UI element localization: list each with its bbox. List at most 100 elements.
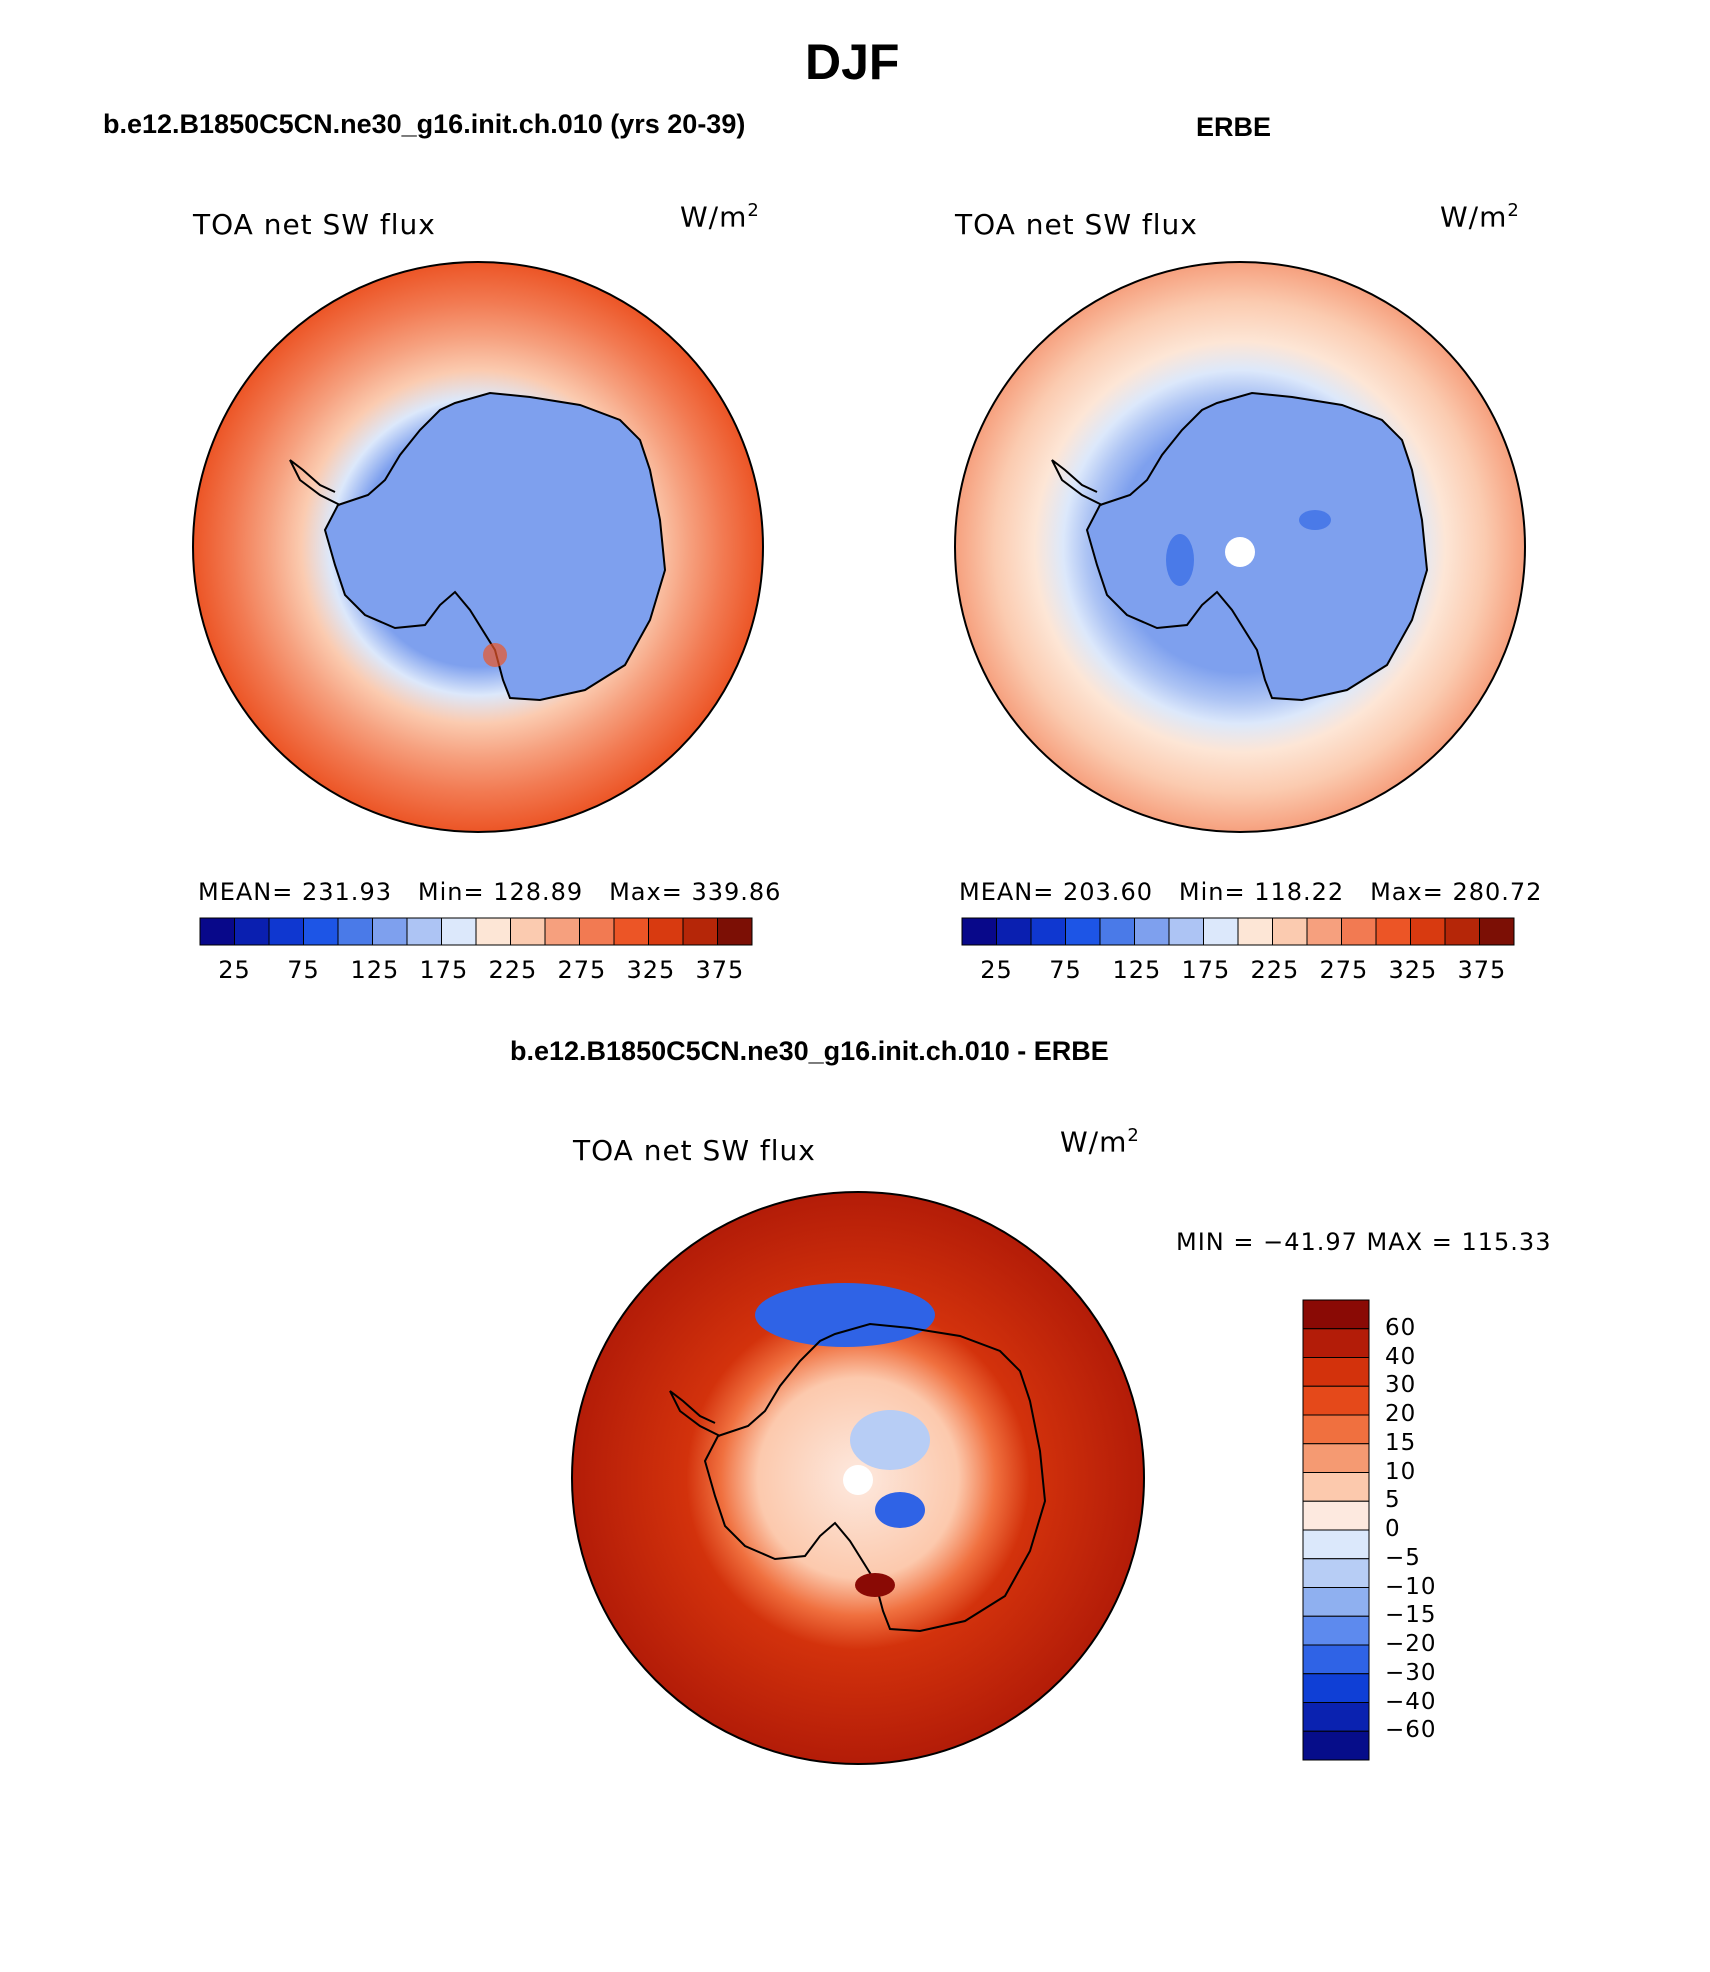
colorbar-swatch: [1237, 917, 1273, 946]
colorbar-swatch: [1302, 1385, 1370, 1416]
colorbar-swatch: [406, 917, 442, 946]
obs-polar-map: [954, 261, 1526, 833]
colorbar-swatch: [510, 917, 546, 946]
colorbar-tick-label: −20: [1385, 1631, 1437, 1657]
model-units-label: W/m2: [680, 200, 760, 233]
min-label: Min=: [417, 878, 485, 906]
colorbar-swatch: [475, 917, 511, 946]
negative-anomaly: [850, 1410, 930, 1470]
model-polar-map: [192, 261, 764, 833]
obs-variable-label: TOA net SW flux: [955, 208, 1198, 241]
page-title: DJF: [805, 34, 900, 90]
colorbar-swatch: [372, 917, 408, 946]
colorbar-swatch: [1099, 917, 1135, 946]
colorbar-swatch: [1306, 917, 1342, 946]
colorbar-swatch: [268, 917, 304, 946]
model-stats: MEAN= 231.93 Min= 128.89 Max= 339.86: [198, 878, 781, 906]
colorbar-swatch: [1168, 917, 1204, 946]
max-value: 339.86: [691, 878, 782, 906]
colorbar-tick-label: −30: [1385, 1659, 1437, 1686]
min-value: 118.22: [1254, 878, 1345, 906]
max-value: 280.72: [1452, 878, 1543, 906]
colorbar-tick-label: 5: [1385, 1487, 1401, 1514]
mean-value: 231.93: [302, 878, 392, 906]
diff-minmax: MIN = −41.97 MAX = 115.33: [1176, 1228, 1552, 1256]
colorbar-swatch: [1302, 1472, 1370, 1502]
obs-colorbar: [961, 917, 1515, 946]
obs-units-label: W/m2: [1440, 200, 1520, 233]
max-label: Max=: [609, 878, 683, 906]
colorbar-tick-label: −40: [1385, 1688, 1437, 1715]
colorbar-tick-label: 175: [419, 956, 469, 984]
colorbar-swatch: [234, 917, 270, 946]
colorbar-swatch: [1302, 1673, 1370, 1703]
pole-hole: [843, 1465, 873, 1495]
colorbar-swatch: [1302, 1587, 1370, 1617]
colorbar-swatch: [1302, 1328, 1370, 1358]
colorbar-tick-label: 30: [1385, 1372, 1417, 1399]
colorbar-tick-label: 20: [1385, 1401, 1417, 1427]
diff-variable-label: TOA net SW flux: [573, 1134, 816, 1167]
colorbar-tick-label: 75: [1049, 956, 1082, 984]
colorbar-swatch: [1302, 1443, 1370, 1473]
colorbar-swatch: [579, 917, 615, 946]
antarctic-peninsula: [669, 1390, 721, 1437]
model-case-title: b.e12.B1850C5CN.ne30_g16.init.ch.010 (yr…: [103, 109, 746, 139]
colorbar-tick-label: 40: [1385, 1343, 1417, 1370]
colorbar-swatch: [337, 917, 373, 946]
colorbar-tick-label: 375: [1457, 956, 1507, 984]
colorbar-swatch: [1375, 917, 1411, 946]
colorbar-swatch: [199, 917, 235, 946]
colorbar-swatch: [717, 917, 753, 946]
model-colorbar: [199, 917, 753, 946]
colorbar-swatch: [1203, 917, 1239, 946]
colorbar-swatch: [1341, 917, 1377, 946]
colorbar-tick-label: 10: [1385, 1458, 1417, 1485]
colorbar-tick-label: 225: [488, 956, 538, 984]
colorbar-swatch: [1302, 1615, 1370, 1646]
obs-stats: MEAN= 203.60 Min= 118.22 Max= 280.72: [959, 878, 1542, 906]
positive-anomaly: [855, 1573, 895, 1597]
colorbar-swatch: [303, 917, 339, 946]
obs-case-title: ERBE: [1196, 112, 1272, 142]
diff-title: b.e12.B1850C5CN.ne30_g16.init.ch.010 - E…: [510, 1036, 1109, 1066]
units-base: W/m: [1060, 1125, 1128, 1159]
colorbar-swatch: [544, 917, 580, 946]
diff-colorbar: [1302, 1299, 1370, 1761]
mean-label: MEAN=: [959, 878, 1055, 906]
colorbar-tick-label: 275: [557, 956, 607, 984]
min-value: 128.89: [493, 878, 584, 906]
min-label: Min=: [1178, 878, 1246, 906]
colorbar-tick-label: −5: [1385, 1544, 1421, 1571]
antarctica-coastline: [323, 391, 667, 702]
ice-minimum-patch: [1299, 510, 1331, 530]
colorbar-swatch: [648, 917, 684, 946]
antarctica-coastline: [1085, 391, 1429, 702]
negative-anomaly: [875, 1492, 925, 1528]
colorbar-swatch: [1302, 1529, 1370, 1560]
colorbar-tick-label: 25: [980, 956, 1013, 984]
units-exponent: 2: [1127, 1125, 1140, 1146]
colorbar-swatch: [1302, 1702, 1370, 1732]
colorbar-tick-label: 15: [1385, 1429, 1417, 1456]
pole-hole: [1225, 537, 1255, 567]
colorbar-swatch: [961, 917, 997, 946]
colorbar-tick-label: 175: [1181, 956, 1231, 984]
colorbar-tick-label: −60: [1385, 1717, 1437, 1744]
model-variable-label: TOA net SW flux: [193, 208, 436, 241]
mean-label: MEAN=: [198, 878, 294, 906]
colorbar-tick-label: 75: [287, 956, 320, 984]
colorbar-swatch: [1444, 917, 1480, 946]
mean-value: 203.60: [1063, 878, 1153, 906]
units-exponent: 2: [1507, 200, 1520, 221]
colorbar-swatch: [1302, 1500, 1370, 1531]
colorbar-swatch: [1134, 917, 1170, 946]
max-label: Max=: [1370, 878, 1444, 906]
colorbar-swatch: [1065, 917, 1101, 946]
antarctic-peninsula: [289, 459, 341, 506]
colorbar-swatch: [996, 917, 1032, 946]
colorbar-tick-label: 25: [218, 956, 251, 984]
colorbar-tick-label: 325: [1388, 956, 1438, 984]
colorbar-swatch: [1302, 1414, 1370, 1445]
